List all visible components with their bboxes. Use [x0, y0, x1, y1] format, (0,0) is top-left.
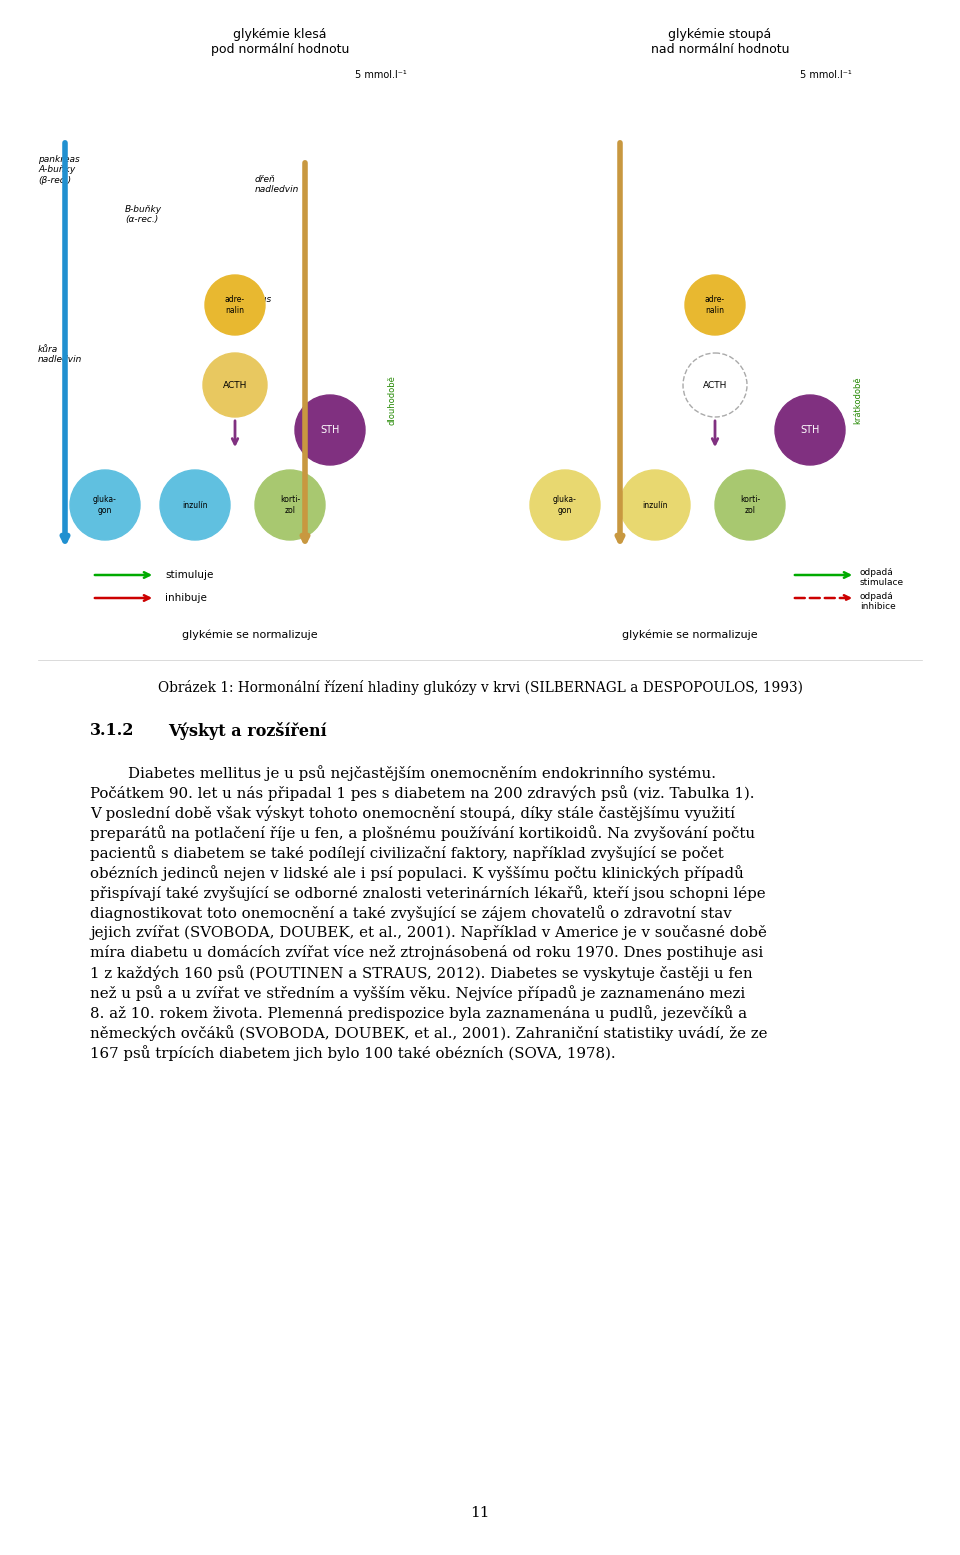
Text: gluka-
gon: gluka- gon: [553, 496, 577, 515]
Text: V poslední době však výskyt tohoto onemocnění stoupá, díky stále častějšímu využ: V poslední době však výskyt tohoto onemo…: [90, 805, 735, 821]
Text: kůra
nadledvin: kůra nadledvin: [38, 345, 83, 364]
Circle shape: [160, 470, 230, 540]
Text: STH: STH: [801, 425, 820, 435]
Text: Diabetes mellitus je u psů nejčastějším onemocněním endokrinního systému.: Diabetes mellitus je u psů nejčastějším …: [90, 765, 716, 781]
Text: adre-
nalin: adre- nalin: [225, 295, 245, 314]
Text: glykémie stoupá
nad normální hodnotu: glykémie stoupá nad normální hodnotu: [651, 28, 789, 56]
Bar: [0, 0, 960, 659]
Text: hypo-
talamus: hypo- talamus: [235, 285, 272, 305]
Circle shape: [295, 395, 365, 465]
Text: korti-
zol: korti- zol: [280, 496, 300, 515]
Text: 167 psů trpících diabetem jich bylo 100 také obézních (SOVA, 1978).: 167 psů trpících diabetem jich bylo 100 …: [90, 1045, 615, 1061]
Text: inzulín: inzulín: [642, 501, 668, 510]
Text: gluka-
gon: gluka- gon: [93, 496, 117, 515]
Text: dřeň
nadledvin: dřeň nadledvin: [255, 176, 300, 194]
Circle shape: [715, 470, 785, 540]
Text: pacientů s diabetem se také podílejí civilizační faktory, například zvyšující se: pacientů s diabetem se také podílejí civ…: [90, 844, 724, 861]
Text: krátkodobě: krátkodobě: [853, 376, 862, 425]
Text: 1 z každých 160 psů (POUTINEN a STRAUS, 2012). Diabetes se vyskytuje častěji u f: 1 z každých 160 psů (POUTINEN a STRAUS, …: [90, 966, 753, 981]
Text: 11: 11: [470, 1505, 490, 1519]
Text: 5 mmol.l⁻¹: 5 mmol.l⁻¹: [800, 70, 852, 79]
Circle shape: [70, 470, 140, 540]
Text: stimuluje: stimuluje: [165, 571, 213, 580]
Circle shape: [685, 275, 745, 334]
Text: glykémie klesá
pod normální hodnotu: glykémie klesá pod normální hodnotu: [211, 28, 349, 56]
Text: adre-
nalin: adre- nalin: [705, 295, 725, 314]
Text: odpadá
inhibice: odpadá inhibice: [860, 592, 896, 611]
Text: odpadá
stimulace: odpadá stimulace: [860, 568, 904, 588]
Text: inzulín: inzulín: [182, 501, 207, 510]
Circle shape: [530, 470, 600, 540]
Text: ACTH: ACTH: [703, 381, 727, 389]
Circle shape: [255, 470, 325, 540]
Text: 5 mmol.l⁻¹: 5 mmol.l⁻¹: [355, 70, 407, 79]
Text: glykémie se normalizuje: glykémie se normalizuje: [182, 630, 318, 641]
Text: 3.1.2: 3.1.2: [90, 722, 134, 739]
Text: pankreas
A-buňky
(β-rec.): pankreas A-buňky (β-rec.): [38, 156, 80, 185]
Circle shape: [775, 395, 845, 465]
Text: diagnostikovat toto onemocnění a také zvyšující se zájem chovatelů o zdravotní s: diagnostikovat toto onemocnění a také zv…: [90, 905, 732, 921]
Text: preparátů na potlačení říje u fen, a plošnému používání kortikoidů. Na zvyšování: preparátů na potlačení říje u fen, a plo…: [90, 826, 756, 841]
Text: obézních jedinců nejen v lidské ale i psí populaci. K vyššímu počtu klinických p: obézních jedinců nejen v lidské ale i ps…: [90, 865, 744, 880]
Text: STH: STH: [321, 425, 340, 435]
Circle shape: [203, 353, 267, 417]
Text: B-buňky
(α-rec.): B-buňky (α-rec.): [125, 205, 162, 224]
Text: korti-
zol: korti- zol: [740, 496, 760, 515]
Text: 8. až 10. rokem života. Plemenná predispozice byla zaznamenána u pudlů, jezevčík: 8. až 10. rokem života. Plemenná predisp…: [90, 1005, 747, 1022]
Text: ACTH: ACTH: [223, 381, 247, 389]
Text: míra diabetu u domácích zvířat více než ztrojnásobená od roku 1970. Dnes postihu: míra diabetu u domácích zvířat více než …: [90, 945, 763, 959]
Text: přispívají také zvyšující se odborné znalosti veterinárních lékařů, kteří jsou s: přispívají také zvyšující se odborné zna…: [90, 885, 766, 900]
Text: jejich zvířat (SVOBODA, DOUBEK, et al., 2001). Například v Americe je v současné: jejich zvířat (SVOBODA, DOUBEK, et al., …: [90, 925, 767, 941]
Text: Počátkem 90. let u nás připadal 1 pes s diabetem na 200 zdravých psů (viz. Tabul: Počátkem 90. let u nás připadal 1 pes s …: [90, 785, 755, 801]
Text: glykémie se normalizuje: glykémie se normalizuje: [622, 630, 757, 641]
Circle shape: [620, 470, 690, 540]
Circle shape: [205, 275, 265, 334]
Text: německých ovčáků (SVOBODA, DOUBEK, et al., 2001). Zahraniční statistiky uvádí, ž: německých ovčáků (SVOBODA, DOUBEK, et al…: [90, 1025, 767, 1040]
Text: než u psů a u zvířat ve středním a vyšším věku. Nejvíce případů je zaznamenáno m: než u psů a u zvířat ve středním a vyšší…: [90, 984, 745, 1001]
Text: inhibuje: inhibuje: [165, 592, 206, 603]
Text: dlouhodobě: dlouhodobě: [388, 375, 396, 425]
Text: Obrázek 1: Hormonální řízení hladiny glukózy v krvi (SILBERNAGL a DESPOPOULOS, 1: Obrázek 1: Hormonální řízení hladiny glu…: [157, 680, 803, 695]
Text: Výskyt a rozšíření: Výskyt a rozšíření: [168, 722, 326, 740]
